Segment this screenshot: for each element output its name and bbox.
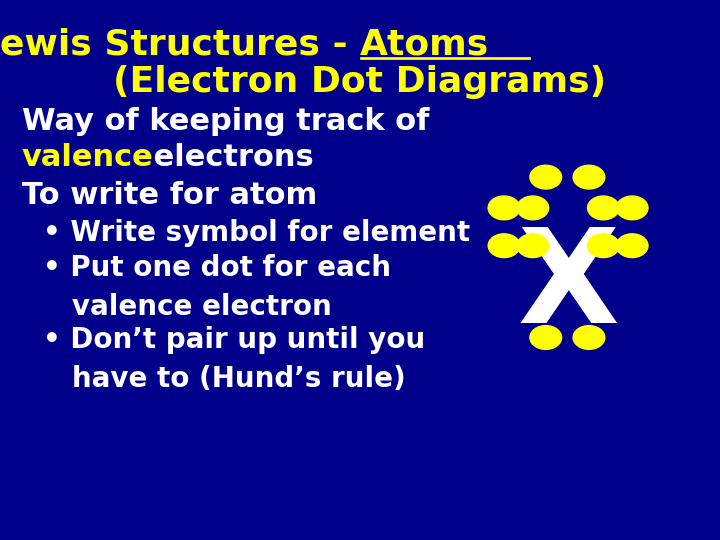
Text: Lewis Structures -: Lewis Structures -: [0, 28, 360, 61]
Text: • Write symbol for element: • Write symbol for element: [43, 219, 470, 247]
Circle shape: [488, 234, 520, 258]
Circle shape: [573, 165, 605, 189]
Text: To write for atom: To write for atom: [22, 181, 317, 210]
Text: electrons: electrons: [143, 143, 313, 172]
Text: valence: valence: [22, 143, 153, 172]
Circle shape: [530, 326, 562, 349]
Text: • Don’t pair up until you
   have to (Hund’s rule): • Don’t pair up until you have to (Hund’…: [43, 326, 426, 393]
Circle shape: [488, 196, 520, 220]
Circle shape: [588, 196, 619, 220]
Circle shape: [517, 234, 549, 258]
Circle shape: [588, 234, 619, 258]
Circle shape: [616, 196, 648, 220]
Text: X: X: [518, 222, 620, 350]
Text: (Electron Dot Diagrams): (Electron Dot Diagrams): [114, 65, 606, 99]
Circle shape: [616, 234, 648, 258]
Circle shape: [530, 165, 562, 189]
Circle shape: [517, 196, 549, 220]
Circle shape: [573, 326, 605, 349]
Text: Way of keeping track of: Way of keeping track of: [22, 107, 429, 136]
Text: • Put one dot for each
   valence electron: • Put one dot for each valence electron: [43, 254, 391, 321]
Text: Atoms: Atoms: [360, 28, 490, 61]
